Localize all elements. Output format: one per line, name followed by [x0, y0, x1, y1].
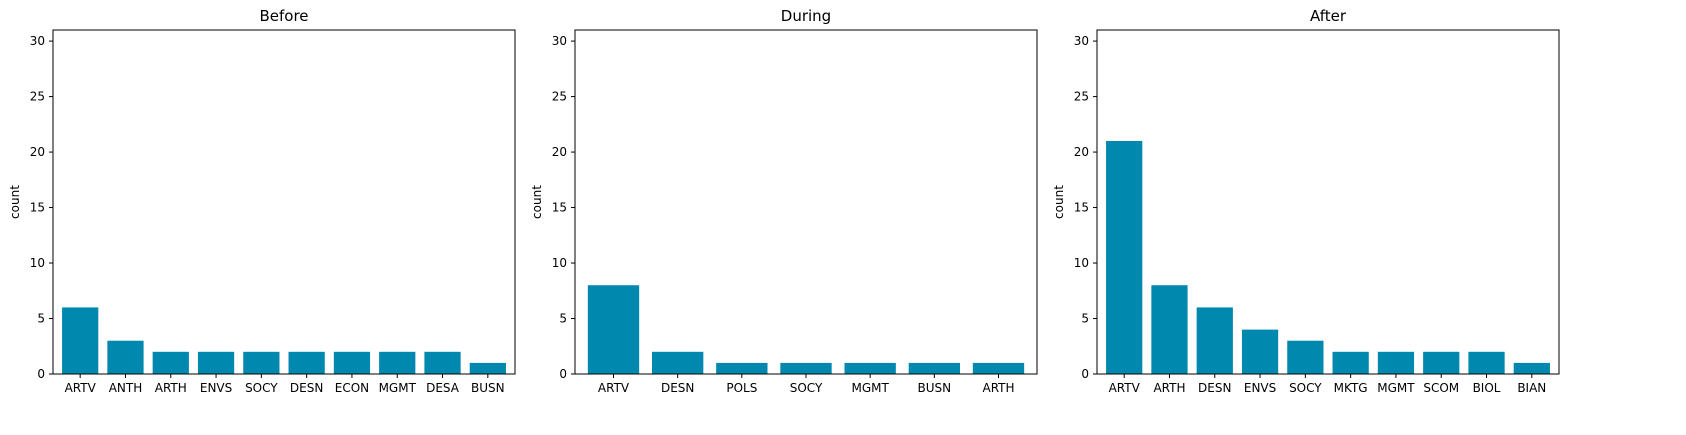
- bar-envs: [1241, 329, 1279, 374]
- chart-title: After: [1310, 7, 1347, 25]
- y-tick-label: 25: [1074, 90, 1089, 104]
- y-tick-label: 20: [1074, 145, 1089, 159]
- y-tick-label: 30: [30, 34, 45, 48]
- y-tick-label: 20: [30, 145, 45, 159]
- y-tick-label: 0: [559, 367, 567, 381]
- y-tick-label: 20: [552, 145, 567, 159]
- bar-biol: [1468, 351, 1505, 374]
- y-tick-label: 10: [1074, 256, 1089, 270]
- y-tick-label: 5: [559, 312, 567, 326]
- x-tick-label: MGMT: [379, 381, 417, 395]
- chart-title: During: [781, 7, 831, 25]
- x-tick-label: ARTV: [598, 381, 630, 395]
- x-tick-label: SOCY: [245, 381, 278, 395]
- x-tick-label: ARTV: [1109, 381, 1141, 395]
- bar-arth: [152, 351, 189, 374]
- x-tick-label: BUSN: [918, 381, 952, 395]
- bar-desa: [424, 351, 461, 374]
- y-tick-label: 15: [1074, 201, 1089, 215]
- axes-frame: [1096, 29, 1560, 375]
- chart-title: Before: [259, 7, 308, 25]
- x-tick-label: DESN: [1198, 381, 1231, 395]
- x-tick-label: POLS: [726, 381, 757, 395]
- bar-artv: [1106, 140, 1143, 374]
- y-tick-label: 25: [30, 90, 45, 104]
- x-tick-label: ENVS: [200, 381, 232, 395]
- bar-scom: [1423, 351, 1460, 374]
- x-tick-label: ANTH: [109, 381, 143, 395]
- x-tick-label: ARTH: [982, 381, 1014, 395]
- bar-mktg: [1332, 351, 1369, 374]
- x-tick-label: ARTH: [1153, 381, 1185, 395]
- axes-frame: [574, 29, 1038, 375]
- bar-artv: [62, 307, 99, 374]
- bar-arth: [972, 362, 1025, 374]
- x-tick-label: MKTG: [1334, 381, 1368, 395]
- y-tick-label: 0: [1081, 367, 1089, 381]
- x-tick-label: DESA: [426, 381, 460, 395]
- x-tick-label: SOCY: [1289, 381, 1322, 395]
- x-tick-label: SCOM: [1423, 381, 1459, 395]
- bar-socy: [1287, 340, 1324, 374]
- y-tick-label: 15: [30, 201, 45, 215]
- y-tick-label: 5: [1081, 312, 1089, 326]
- x-tick-label: DESN: [661, 381, 694, 395]
- x-tick-label: BUSN: [471, 381, 505, 395]
- y-tick-label: 15: [552, 201, 567, 215]
- x-tick-label: ENVS: [1244, 381, 1276, 395]
- y-axis-label: count: [1052, 185, 1066, 219]
- bar-artv: [587, 285, 640, 374]
- x-tick-label: BIAN: [1517, 381, 1546, 395]
- bar-mgmt: [844, 362, 896, 374]
- x-tick-label: ARTH: [155, 381, 187, 395]
- bar-pols: [716, 362, 768, 374]
- x-tick-label: DESN: [290, 381, 323, 395]
- x-tick-label: MGMT: [1377, 381, 1415, 395]
- chart-panel-before: ARTV ANTH ARTH ENVS SOCY DESN ECON MGMT DESA BUSN…: [8, 7, 516, 395]
- bar-anth: [107, 340, 144, 374]
- x-tick-label: ARTV: [65, 381, 97, 395]
- bar-mgmt: [379, 351, 416, 374]
- bar-mgmt: [1377, 351, 1415, 374]
- axes-frame: [52, 29, 516, 375]
- y-tick-label: 10: [552, 256, 567, 270]
- x-tick-label: ECON: [335, 381, 369, 395]
- bar-busn: [469, 362, 506, 374]
- x-tick-label: BIOL: [1473, 381, 1501, 395]
- bar-socy: [243, 351, 280, 374]
- bar-desn: [1196, 307, 1233, 374]
- y-tick-label: 25: [552, 90, 567, 104]
- y-tick-label: 5: [37, 312, 45, 326]
- bar-envs: [197, 351, 235, 374]
- bar-busn: [908, 362, 960, 374]
- chart-panel-during: ARTV DESN POLS SOCY MGMT BUSN ARTH 0 5 10 15 20 25 30…: [530, 7, 1038, 395]
- x-tick-label: SOCY: [790, 381, 823, 395]
- y-tick-label: 30: [1074, 34, 1089, 48]
- bar-econ: [333, 351, 371, 374]
- y-tick-label: 0: [37, 367, 45, 381]
- bar-socy: [780, 362, 832, 374]
- y-tick-label: 30: [552, 34, 567, 48]
- y-axis-label: count: [530, 185, 544, 219]
- bar-bian: [1513, 362, 1550, 374]
- y-tick-label: 10: [30, 256, 45, 270]
- bar-desn: [288, 351, 325, 374]
- y-axis-label: count: [8, 185, 22, 219]
- bar-arth: [1151, 285, 1188, 374]
- bar-desn: [652, 351, 704, 374]
- chart-panel-after: ARTV ARTH DESN ENVS SOCY MKTG MGMT SCOM BIOL BIAN…: [1052, 7, 1560, 395]
- x-tick-label: MGMT: [851, 381, 889, 395]
